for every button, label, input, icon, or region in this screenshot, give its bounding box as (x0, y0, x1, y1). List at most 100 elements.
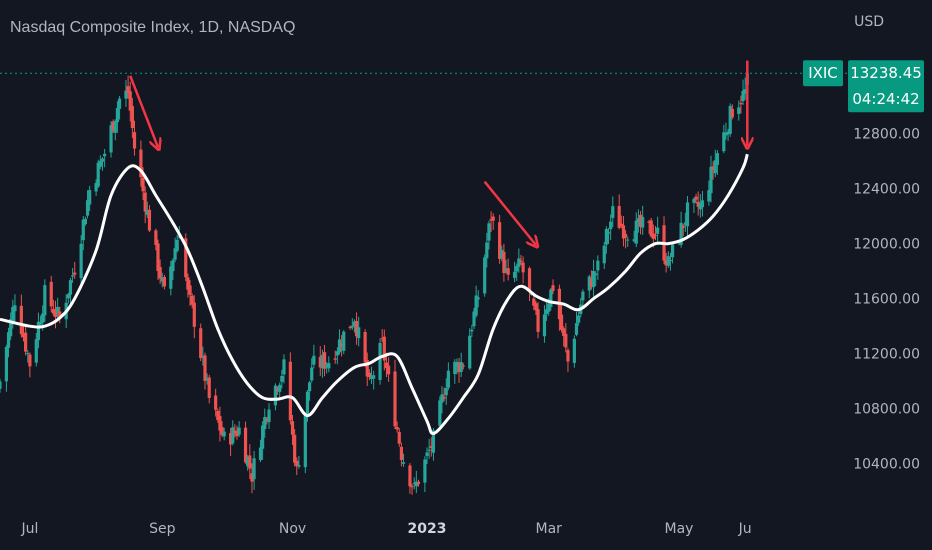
candle (483, 254, 487, 297)
candle (263, 408, 267, 438)
candle (68, 277, 73, 307)
candle (0, 378, 2, 393)
trend-arrow[interactable] (129, 75, 158, 148)
candle (340, 335, 344, 357)
candle (698, 194, 702, 218)
candle (664, 252, 668, 273)
candle (38, 315, 43, 327)
candle (322, 344, 327, 377)
candle (297, 455, 301, 469)
candle (56, 297, 60, 322)
candle (681, 224, 685, 237)
candle (156, 239, 160, 280)
candle (261, 421, 265, 460)
currency-label: USD (854, 14, 884, 30)
candle (34, 332, 38, 367)
y-tick-label: 12800.00 (853, 127, 920, 143)
candle (6, 327, 11, 358)
last-price: 13238.45 (850, 64, 922, 82)
candle (416, 479, 421, 487)
candle (205, 373, 209, 385)
candle (739, 95, 743, 114)
candle (566, 347, 570, 372)
candle (94, 179, 98, 196)
y-axis: 12800.00 12400.00 12000.00 11600.00 11200.00… (853, 127, 920, 473)
x-tick-label: Mar (536, 521, 563, 537)
candle (455, 358, 459, 375)
candle (549, 288, 553, 311)
candle (145, 201, 149, 219)
candle (295, 457, 299, 476)
candle (666, 251, 670, 269)
candle (126, 75, 130, 99)
candle (401, 453, 406, 467)
candle (587, 274, 591, 299)
candle (632, 230, 636, 243)
candle (453, 359, 457, 384)
candle (423, 456, 427, 493)
candle (491, 213, 495, 230)
candle (115, 101, 120, 133)
candle (414, 470, 418, 494)
candle (519, 254, 523, 265)
candle (250, 463, 254, 494)
candle (457, 357, 461, 383)
candle (192, 295, 196, 339)
candle (500, 245, 504, 262)
candle (743, 77, 747, 100)
candle (24, 326, 28, 356)
candle (53, 300, 58, 329)
candle (577, 311, 581, 326)
candle (412, 477, 416, 490)
candle (312, 344, 316, 369)
candle (487, 220, 491, 250)
candle (713, 149, 717, 178)
candle (617, 194, 621, 230)
candle (169, 261, 173, 296)
candle (201, 346, 205, 366)
candle (397, 428, 401, 447)
candle (609, 214, 613, 241)
candle (623, 230, 628, 249)
candle (320, 349, 325, 378)
y-tick-label: 11200.00 (853, 347, 920, 363)
candle (128, 81, 132, 122)
candle (656, 216, 660, 246)
candle (382, 329, 386, 371)
candle (564, 322, 568, 353)
candle (288, 352, 292, 425)
candle (506, 258, 510, 281)
candle (19, 294, 23, 338)
candle (591, 259, 596, 298)
candle (572, 335, 576, 368)
x-tick-label: 2023 (408, 521, 447, 537)
x-tick-label: Nov (279, 521, 306, 537)
candle (502, 243, 506, 282)
candle (273, 383, 278, 411)
candle (647, 219, 651, 234)
candle (51, 299, 55, 317)
candle (111, 119, 115, 133)
candle (446, 362, 450, 391)
candle (188, 280, 192, 306)
candle (81, 215, 85, 251)
candle (737, 100, 741, 121)
candle (694, 193, 698, 204)
candle (438, 396, 442, 428)
candle (243, 421, 248, 464)
candle (596, 255, 600, 280)
x-tick-label: Jul (20, 521, 38, 537)
candle (246, 454, 250, 471)
moving-average-series (0, 72, 848, 435)
candle (96, 159, 100, 188)
candle (278, 382, 282, 398)
candle (741, 79, 745, 105)
candle (28, 352, 32, 378)
candle (444, 378, 448, 405)
candle (318, 346, 322, 376)
candle (536, 302, 540, 339)
trend-arrow[interactable] (483, 180, 536, 245)
candle (293, 429, 297, 467)
candle (352, 319, 357, 333)
